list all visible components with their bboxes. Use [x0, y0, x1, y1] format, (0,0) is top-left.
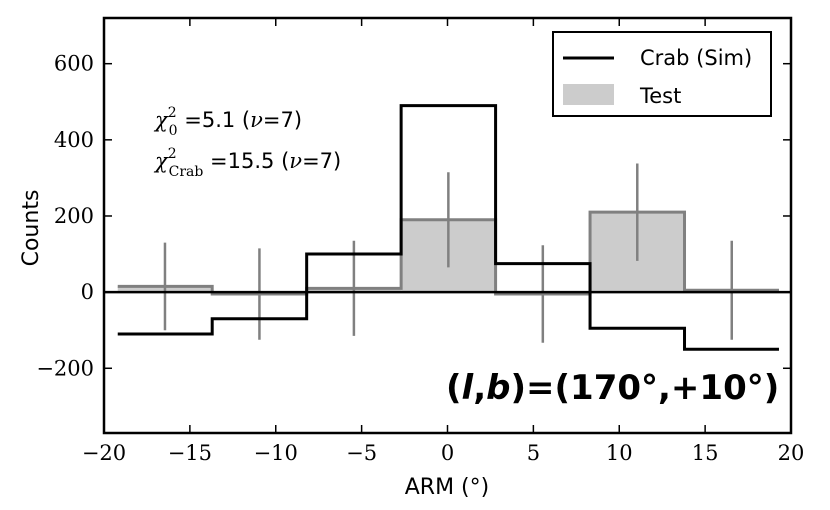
chi0-symbol: χ: [153, 108, 169, 132]
plot-frame: [102, 16, 793, 435]
x-tick-label: −20: [82, 441, 126, 465]
x-tick-label: 5: [527, 441, 540, 465]
chi0-dof: =7): [263, 108, 302, 132]
chicrab-value: =15.5 (: [203, 149, 289, 173]
crab-step-line: [117, 104, 779, 351]
chi0-sub: 0: [169, 123, 178, 139]
x-tick-label: 15: [692, 441, 719, 465]
y-tick-label: 600: [54, 52, 94, 76]
x-tick-label: −10: [254, 441, 298, 465]
x-tick-label: −15: [168, 441, 212, 465]
chicrab-nu: ν: [289, 149, 302, 173]
y-tick-label: −200: [36, 356, 94, 380]
legend-label-test: Test: [639, 84, 681, 108]
coords-b: b: [486, 368, 510, 408]
chicrab-symbol: χ: [153, 149, 169, 173]
legend-label-crab: Crab (Sim): [640, 46, 752, 70]
x-tick-label: 10: [606, 441, 633, 465]
chi0-sup: 2: [168, 105, 177, 121]
y-axis-title: Counts: [19, 190, 44, 267]
coords-annotation: (l,b)=(170°,+10°): [446, 368, 779, 408]
coords-sep: ,: [473, 368, 486, 408]
chicrab-sup: 2: [168, 146, 177, 162]
chicrab-dof: =7): [302, 149, 341, 173]
coords-rest: )=(170°,+10°): [510, 368, 779, 408]
x-tick-label: 20: [778, 441, 805, 465]
x-tick-label: 0: [441, 441, 454, 465]
legend-swatch-test: [563, 84, 614, 105]
y-tick-label: 200: [54, 204, 94, 228]
legend: Crab (Sim) Test: [552, 31, 772, 117]
coords-l: l: [462, 368, 475, 408]
chi0-value: =5.1 (: [178, 108, 251, 132]
coords-prefix: (: [446, 368, 462, 408]
chicrab-sub: Crab: [169, 164, 204, 180]
chicrab-annotation: χ2 Crab =15.5 (ν=7): [153, 146, 341, 180]
x-axis-title: ARM (°): [405, 475, 489, 500]
chi0-nu: ν: [250, 108, 263, 132]
y-tick-label: 0: [81, 280, 94, 304]
x-tick-label: −5: [346, 441, 377, 465]
y-tick-label: 400: [54, 128, 94, 152]
chi0-annotation: χ2 0 =5.1 (ν=7): [153, 105, 302, 139]
